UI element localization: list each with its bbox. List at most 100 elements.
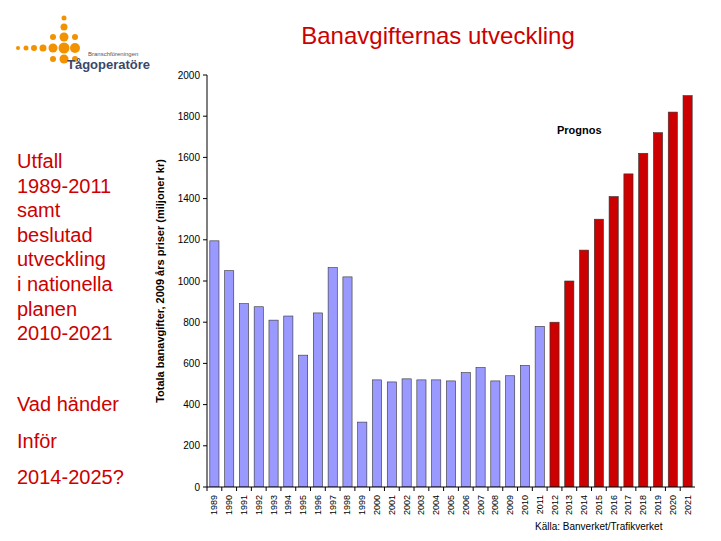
bar [580, 250, 589, 487]
bar [520, 365, 529, 487]
x-tick [280, 487, 281, 491]
x-tick-label: 2003 [416, 495, 426, 515]
x-tick [561, 487, 562, 491]
x-tick-label: 2014 [579, 495, 589, 515]
bar [284, 316, 293, 487]
y-tick-label: 1800 [178, 111, 201, 122]
x-tick [665, 487, 666, 491]
x-tick [428, 487, 429, 491]
x-tick-label: 2020 [668, 495, 678, 515]
y-tick [203, 487, 207, 488]
y-tick [203, 157, 207, 158]
y-tick-label: 1200 [178, 234, 201, 245]
x-tick [325, 487, 326, 491]
bar [343, 277, 352, 487]
x-tick [266, 487, 267, 491]
x-tick [310, 487, 311, 491]
logo-dot [50, 56, 56, 62]
y-tick-label: 2000 [178, 70, 201, 81]
bar [299, 355, 308, 487]
x-tick-label: 2002 [402, 495, 412, 515]
y-tick-label: 600 [183, 358, 200, 369]
side-text: utveckling [17, 248, 106, 270]
y-tick [203, 445, 207, 446]
x-tick [473, 487, 474, 491]
logo-dot [49, 44, 58, 53]
x-tick [502, 487, 503, 491]
x-tick [221, 487, 222, 491]
bar [491, 381, 500, 487]
x-tick-label: 1999 [357, 495, 367, 515]
bar [609, 197, 618, 487]
x-tick [354, 487, 355, 491]
y-tick-label: 0 [194, 482, 200, 493]
x-tick [443, 487, 444, 491]
bar [506, 376, 515, 487]
x-tick-label: 2005 [446, 495, 456, 515]
x-tick [680, 487, 681, 491]
bar [269, 320, 278, 487]
bar [653, 133, 662, 487]
x-tick [487, 487, 488, 491]
logo-dot [59, 43, 70, 54]
x-tick-label: 2000 [372, 495, 382, 515]
y-tick-label: 1000 [178, 276, 201, 287]
annotation: Prognos [557, 124, 602, 136]
bar [683, 96, 692, 487]
x-tick-label: 1994 [283, 495, 293, 515]
bar [254, 307, 263, 487]
x-tick [547, 487, 548, 491]
x-tick-label: 2015 [594, 495, 604, 515]
y-tick [203, 116, 207, 117]
side-text: i nationella [17, 273, 114, 295]
bar [476, 368, 485, 487]
bar [594, 219, 603, 487]
x-tick [576, 487, 577, 491]
source: Källa: Banverket/Trafikverket [535, 521, 663, 532]
x-tick-label: 2019 [653, 495, 663, 515]
x-tick [532, 487, 533, 491]
y-tick [203, 239, 207, 240]
side-text: planen [17, 298, 77, 320]
x-tick-label: 2017 [623, 495, 633, 515]
title: Banavgifternas utveckling [301, 22, 575, 49]
y-tick [203, 404, 207, 405]
y-tick-label: 800 [183, 317, 200, 328]
logo-dot [61, 24, 68, 31]
y-tick [203, 322, 207, 323]
x-tick-label: 2016 [609, 495, 619, 515]
x-tick-label: 2011 [535, 495, 545, 514]
bar [446, 381, 455, 487]
side-text: Inför [17, 430, 57, 452]
bar [225, 271, 234, 487]
bar [313, 313, 322, 487]
bar [550, 322, 559, 487]
y-tick-label: 200 [183, 440, 200, 451]
x-tick [207, 487, 208, 491]
x-tick-label: 2021 [683, 495, 693, 515]
logo-dot [31, 45, 37, 51]
x-tick-label: 2012 [550, 495, 560, 515]
x-tick [458, 487, 459, 491]
x-tick [517, 487, 518, 491]
x-tick-label: 2013 [564, 495, 574, 515]
logo-text: Tågoperatöre [67, 57, 150, 72]
bars [210, 96, 692, 487]
x-tick-label: 2004 [431, 495, 441, 515]
logo-dot [70, 43, 80, 53]
logo-dot [60, 33, 69, 42]
x-tick-label: 1992 [254, 495, 264, 515]
side-text: samt [17, 199, 61, 221]
x-tick-label: 1996 [313, 495, 323, 515]
bar [668, 112, 677, 487]
x-tick [369, 487, 370, 491]
logo: BranschföreningenTågoperatöre [16, 16, 150, 73]
bar [639, 153, 648, 487]
x-tick-label: 1989 [209, 495, 219, 515]
bar [210, 241, 219, 487]
x-tick [384, 487, 385, 491]
side-text: 2014-2025? [17, 466, 124, 488]
y-tick [203, 281, 207, 282]
x-tick [650, 487, 651, 491]
x-tick-label: 2001 [387, 495, 397, 515]
